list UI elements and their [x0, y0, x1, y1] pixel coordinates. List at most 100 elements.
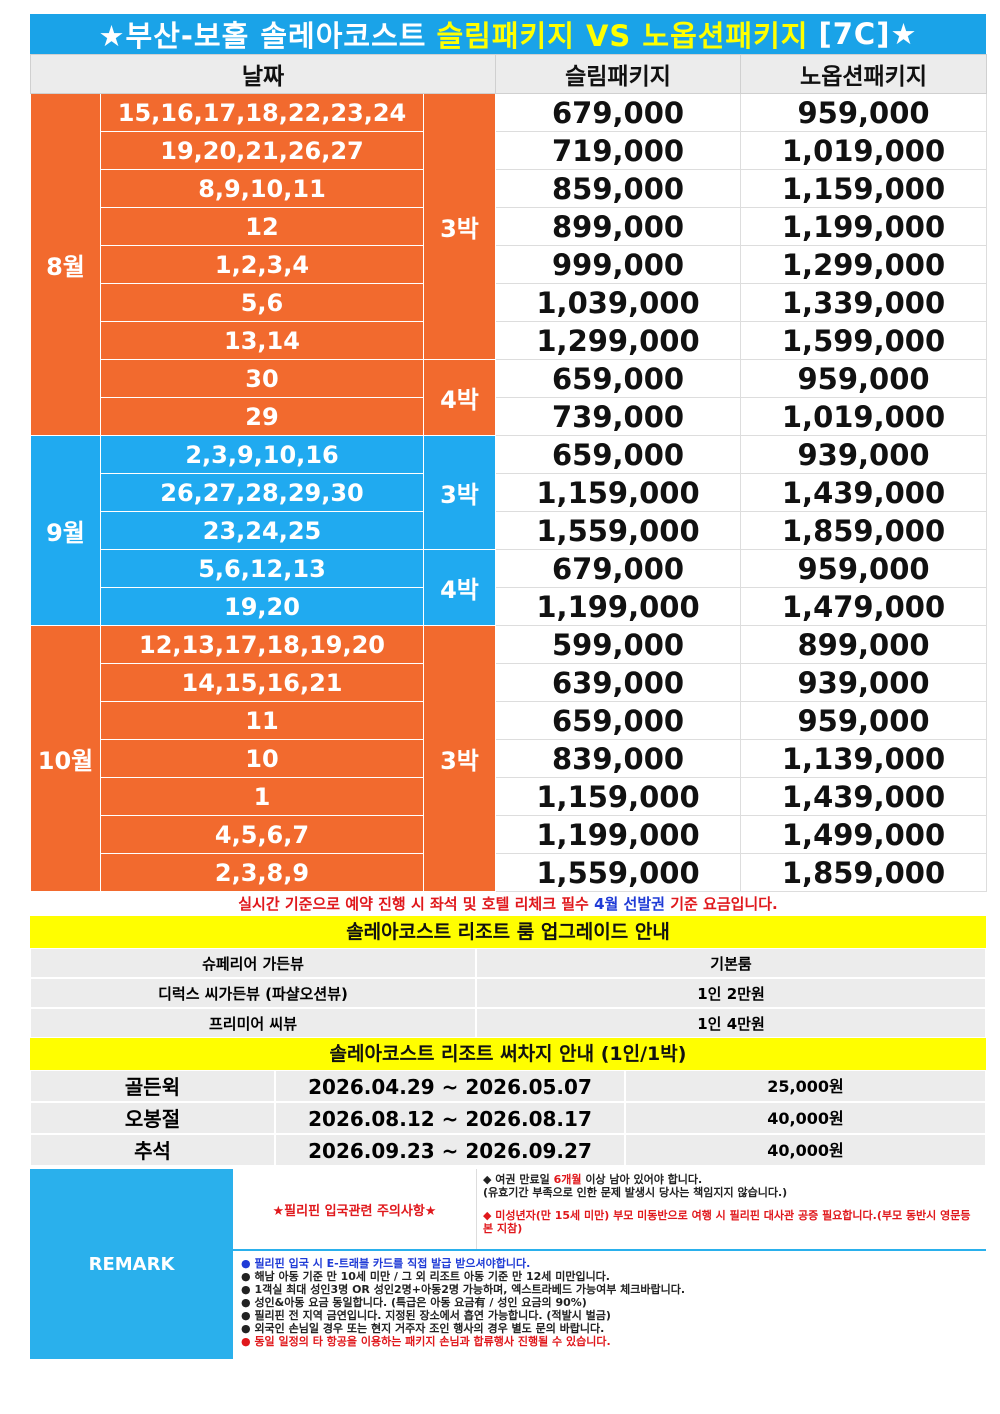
price-table: 날짜 슬림패키지 노옵션패키지 8월 15,16,17,18,22,23,24 … — [29, 54, 988, 892]
list-item: 동일 일정의 타 항공을 이용하는 패키지 손님과 합류행사 진행될 수 있습니… — [254, 1335, 986, 1348]
noopt-price: 1,299,000 — [740, 245, 988, 284]
slim-price: 679,000 — [495, 93, 742, 132]
note-text: 실시간 기준으로 예약 진행 시 좌석 및 호텔 리체크 필수 — [238, 895, 589, 913]
month-sep: 9월 — [30, 435, 101, 626]
date-cell: 1 — [100, 777, 424, 816]
upgrade-title: 솔레아코스트 리조트 룸 업그레이드 안내 — [30, 916, 986, 948]
list-item: 1객실 최대 성인3명 OR 성인2명+아동2명 가능하며, 엑스트라베드 가능… — [254, 1283, 986, 1296]
table-row: 29 739,000 1,019,000 — [31, 397, 988, 436]
remark-top: ★필리핀 입국관련 주의사항★ ◆ 여권 만료일 6개월 이상 남아 있어야 합… — [233, 1169, 986, 1251]
list-item: 필리핀 입국 시 E-트래블 카드를 직접 발급 받으셔야합니다. — [254, 1257, 986, 1270]
noopt-price: 939,000 — [740, 663, 988, 702]
surcharge-row: 골든윅 2026.04.29 ~ 2026.05.07 25,000원 — [30, 1070, 986, 1102]
table-row: 14,15,16,21 639,000 939,000 — [31, 663, 988, 702]
slim-price: 1,299,000 — [495, 321, 742, 360]
date-cell: 19,20 — [100, 587, 424, 626]
page: ★부산-보홀 솔레아코스트 슬림패키지 VS 노옵션패키지 [7C]★ 날짜 슬… — [29, 14, 988, 1359]
slim-price: 839,000 — [495, 739, 742, 778]
title-part-a: ★부산-보홀 솔레아코스트 — [98, 19, 427, 53]
noopt-price: 1,479,000 — [740, 587, 988, 626]
date-cell: 19,20,21,26,27 — [100, 131, 424, 170]
upgrade-table: 슈페리어 가든뷰 기본룸 디럭스 씨가든뷰 (파샬오션뷰) 1인 2만원 프리미어 … — [30, 948, 986, 1038]
passport-note-c: 이상 남아 있어야 합니다. — [585, 1173, 703, 1186]
holiday-period: 2026.08.12 ~ 2026.08.17 — [275, 1102, 625, 1134]
date-cell: 5,6 — [100, 283, 424, 322]
table-row: 8,9,10,11 859,000 1,159,000 — [31, 169, 988, 208]
noopt-price: 1,859,000 — [740, 853, 988, 892]
table-row: 8월 15,16,17,18,22,23,24 3박 679,000 959,0… — [30, 93, 988, 436]
noopt-price: 899,000 — [740, 625, 988, 664]
page-title: ★부산-보홀 솔레아코스트 슬림패키지 VS 노옵션패키지 [7C]★ — [30, 14, 986, 54]
list-item: 필리핀 전 지역 금연입니다. 지정된 장소에서 흡연 가능합니다. (적발시 … — [254, 1309, 986, 1322]
slim-price: 599,000 — [495, 625, 742, 664]
slim-price: 1,559,000 — [495, 853, 742, 892]
holiday-name: 골든윅 — [30, 1070, 275, 1102]
date-cell: 11 — [100, 701, 424, 740]
slim-price: 1,199,000 — [495, 815, 742, 854]
surcharge-table: 골든윅 2026.04.29 ~ 2026.05.07 25,000원 오봉절 202… — [30, 1070, 986, 1166]
date-cell: 8,9,10,11 — [100, 169, 424, 208]
noopt-price: 939,000 — [740, 435, 988, 474]
surcharge-title: 솔레아코스트 리조트 써차지 안내 (1인/1박) — [30, 1038, 986, 1070]
slim-price: 639,000 — [495, 663, 742, 702]
slim-price: 859,000 — [495, 169, 742, 208]
table-row: 9월 2,3,9,10,16 3박 659,000 939,000 — [30, 435, 988, 626]
noopt-price: 1,859,000 — [740, 511, 988, 550]
note-tail: 기준 요금입니다. — [670, 895, 778, 913]
header-slim: 슬림패키지 — [495, 54, 742, 94]
month-aug: 8월 — [30, 93, 101, 436]
entry-warning-title: ★필리핀 입국관련 주의사항★ — [233, 1169, 477, 1249]
passport-note: ◆ 여권 만료일 6개월 이상 남아 있어야 합니다. (유효기간 부족으로 인… — [483, 1173, 980, 1199]
passport-note-d: (유효기간 부족으로 인한 문제 발생시 당사는 책임지지 않습니다.) — [483, 1186, 788, 1199]
surcharge-row: 추석 2026.09.23 ~ 2026.09.27 40,000원 — [30, 1134, 986, 1166]
noopt-price: 1,159,000 — [740, 169, 988, 208]
slim-price: 1,199,000 — [495, 587, 742, 626]
table-row: 12 899,000 1,199,000 — [31, 207, 988, 246]
slim-price: 719,000 — [495, 131, 742, 170]
room-price: 1인 2만원 — [476, 978, 986, 1008]
date-cell: 15,16,17,18,22,23,24 — [100, 93, 424, 132]
noopt-price: 959,000 — [740, 701, 988, 740]
list-item: 외국인 손님일 경우 또는 현지 거주자 조인 행사의 경우 별도 문의 바랍니… — [254, 1322, 986, 1335]
booking-note: 실시간 기준으로 예약 진행 시 좌석 및 호텔 리체크 필수 4월 선발권 기… — [30, 892, 986, 916]
noopt-price: 1,019,000 — [740, 131, 988, 170]
table-row: 5,6,12,13 4박 679,000 959,000 — [31, 549, 988, 626]
slim-price: 1,559,000 — [495, 511, 742, 550]
room-name: 디럭스 씨가든뷰 (파샬오션뷰) — [30, 978, 476, 1008]
nights-cell: 3박 — [422, 625, 497, 892]
table-row: 2,3,8,9 1,559,000 1,859,000 — [31, 853, 988, 892]
room-price: 기본룸 — [476, 948, 986, 978]
room-price: 1인 4만원 — [476, 1008, 986, 1038]
slim-price: 1,159,000 — [495, 473, 742, 512]
note-highlight: 4월 선발권 — [594, 895, 665, 913]
slim-price: 899,000 — [495, 207, 742, 246]
month-oct: 10월 — [30, 625, 101, 892]
table-row: 1 1,159,000 1,439,000 — [31, 777, 988, 816]
remark-list: 필리핀 입국 시 E-트래블 카드를 직접 발급 받으셔야합니다. 해남 아동 … — [233, 1251, 986, 1348]
slim-price: 659,000 — [495, 359, 742, 398]
nights-cell: 3박 — [422, 435, 497, 550]
table-row: 11 659,000 959,000 — [31, 701, 988, 740]
slim-price: 1,159,000 — [495, 777, 742, 816]
table-row: 23,24,25 1,559,000 1,859,000 — [31, 511, 988, 550]
holiday-fee: 25,000원 — [625, 1070, 986, 1102]
nights-cell: 4박 — [422, 549, 497, 626]
entry-warning-details: ◆ 여권 만료일 6개월 이상 남아 있어야 합니다. (유효기간 부족으로 인… — [477, 1169, 986, 1249]
date-cell: 1,2,3,4 — [100, 245, 424, 284]
title-part-c: [7C]★ — [818, 17, 918, 51]
date-cell: 23,24,25 — [100, 511, 424, 550]
room-name: 프리미어 씨뷰 — [30, 1008, 476, 1038]
title-part-b: 슬림패키지 VS 노옵션패키지 — [436, 19, 809, 53]
noopt-price: 959,000 — [740, 549, 988, 588]
remark-label: REMARK — [30, 1169, 233, 1359]
upgrade-row: 슈페리어 가든뷰 기본룸 — [30, 948, 986, 978]
table-row: 10 839,000 1,139,000 — [31, 739, 988, 778]
nights-cell: 3박 — [422, 93, 497, 360]
noopt-price: 959,000 — [740, 359, 988, 398]
noopt-price: 1,599,000 — [740, 321, 988, 360]
slim-price: 659,000 — [495, 701, 742, 740]
table-row: 1,2,3,4 999,000 1,299,000 — [31, 245, 988, 284]
noopt-price: 1,439,000 — [740, 777, 988, 816]
table-row: 5,6 1,039,000 1,339,000 — [31, 283, 988, 322]
table-row: 4,5,6,7 1,199,000 1,499,000 — [31, 815, 988, 854]
